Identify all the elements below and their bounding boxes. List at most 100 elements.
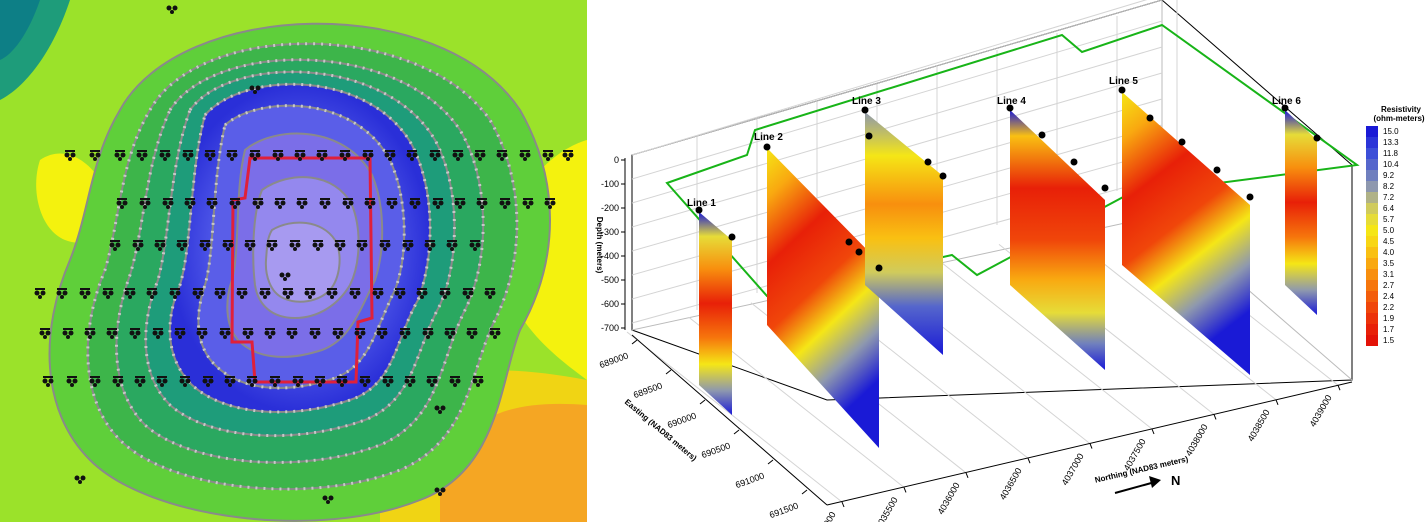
legend-value-label: 7.2 bbox=[1383, 193, 1395, 202]
legend-swatch bbox=[1366, 324, 1378, 335]
station-marker-icon bbox=[106, 328, 118, 339]
line-2-label: Line 2 bbox=[754, 132, 783, 143]
legend-title: Resistivity bbox=[1381, 105, 1422, 114]
station-marker-icon bbox=[522, 198, 534, 209]
station-marker-icon bbox=[204, 150, 216, 161]
station-marker-icon bbox=[474, 150, 486, 161]
station-marker-icon bbox=[162, 198, 174, 209]
station-marker-icon bbox=[229, 198, 241, 209]
section-line-4 bbox=[1010, 110, 1105, 370]
legend-value-label: 13.3 bbox=[1383, 138, 1399, 147]
legend-value-label: 1.5 bbox=[1383, 336, 1395, 345]
station-marker-icon bbox=[292, 376, 304, 387]
station-marker-icon bbox=[439, 288, 451, 299]
station-marker-icon bbox=[372, 288, 384, 299]
legend-swatch bbox=[1366, 225, 1378, 236]
contour-map-svg bbox=[0, 0, 587, 522]
easting-tick-label: 690000 bbox=[666, 410, 698, 430]
northing-tick-label: 4035000 bbox=[812, 510, 838, 522]
station-marker-icon bbox=[316, 150, 328, 161]
depth-tick-label: -400 bbox=[601, 251, 619, 261]
station-marker-icon bbox=[294, 150, 306, 161]
station-marker-icon bbox=[206, 198, 218, 209]
station-marker-icon bbox=[66, 376, 78, 387]
station-marker-icon bbox=[179, 376, 191, 387]
legend-swatch bbox=[1366, 192, 1378, 203]
section-line-6 bbox=[1285, 110, 1317, 315]
depth-tick-label: -100 bbox=[601, 179, 619, 189]
station-marker-icon bbox=[384, 150, 396, 161]
station-marker-icon bbox=[434, 405, 446, 414]
legend-swatch bbox=[1366, 214, 1378, 225]
easting-tick-label: 690500 bbox=[700, 440, 732, 460]
station-marker-icon bbox=[264, 328, 276, 339]
section-line-1 bbox=[699, 212, 732, 415]
station-marker-icon bbox=[449, 376, 461, 387]
station-marker-icon bbox=[362, 150, 374, 161]
depth-tick-label: -600 bbox=[601, 299, 619, 309]
resistivity-section-plot: Line 1 Line 2 Line 3 Line 4 Line 5 Line … bbox=[587, 0, 1428, 522]
legend-value-label: 4.5 bbox=[1383, 237, 1395, 246]
station-marker-icon bbox=[89, 150, 101, 161]
station-marker-icon bbox=[282, 288, 294, 299]
map-teal-corner-inner bbox=[0, 0, 40, 60]
section-panels bbox=[699, 92, 1317, 448]
section-line-5 bbox=[1122, 92, 1250, 375]
legend-swatch bbox=[1366, 159, 1378, 170]
station-marker-icon bbox=[146, 288, 158, 299]
station-marker-icon bbox=[202, 376, 214, 387]
station-marker-icon bbox=[279, 272, 291, 281]
station-marker-icon bbox=[342, 198, 354, 209]
station-marker-icon bbox=[309, 328, 321, 339]
station-marker-icon bbox=[424, 240, 436, 251]
station-marker-icon bbox=[219, 328, 231, 339]
legend-value-label: 15.0 bbox=[1383, 127, 1399, 136]
station-marker-icon bbox=[434, 487, 446, 496]
station-marker-icon bbox=[332, 328, 344, 339]
northing-tick-label: 4036500 bbox=[998, 466, 1024, 501]
station-marker-icon bbox=[74, 475, 86, 484]
station-marker-icon bbox=[484, 288, 496, 299]
line-5-label: Line 5 bbox=[1109, 76, 1138, 87]
legend-value-label: 3.1 bbox=[1383, 270, 1395, 279]
legend-swatch bbox=[1366, 291, 1378, 302]
station-marker-icon bbox=[102, 288, 114, 299]
station-marker-icon bbox=[182, 150, 194, 161]
station-marker-icon bbox=[134, 376, 146, 387]
legend-swatch bbox=[1366, 313, 1378, 324]
line-6-label: Line 6 bbox=[1272, 96, 1301, 107]
legend-swatch bbox=[1366, 181, 1378, 192]
station-marker-icon bbox=[544, 198, 556, 209]
station-marker-icon bbox=[354, 328, 366, 339]
legend-value-label: 4.0 bbox=[1383, 248, 1395, 257]
station-marker-icon bbox=[196, 328, 208, 339]
station-marker-icon bbox=[379, 240, 391, 251]
station-marker-icon bbox=[214, 288, 226, 299]
north-arrow-label: N bbox=[1171, 473, 1180, 488]
easting-tick-label: 689500 bbox=[632, 380, 664, 400]
station-marker-icon bbox=[376, 328, 388, 339]
legend-swatch bbox=[1366, 280, 1378, 291]
station-marker-icon bbox=[34, 288, 46, 299]
station-marker-icon bbox=[116, 198, 128, 209]
station-marker-icon bbox=[314, 376, 326, 387]
legend-swatch bbox=[1366, 148, 1378, 159]
station-marker-icon bbox=[159, 150, 171, 161]
station-marker-icon bbox=[222, 240, 234, 251]
depth-tick-label: -200 bbox=[601, 203, 619, 213]
station-marker-icon bbox=[542, 150, 554, 161]
station-marker-icon bbox=[336, 376, 348, 387]
northing-tick-label: 4038000 bbox=[1184, 422, 1210, 457]
line-labels: Line 1 Line 2 Line 3 Line 4 Line 5 Line … bbox=[687, 76, 1301, 209]
legend-swatch bbox=[1366, 335, 1378, 346]
depth-tick-label: -500 bbox=[601, 275, 619, 285]
legend-swatch bbox=[1366, 203, 1378, 214]
northing-tick-label: 4038500 bbox=[1246, 408, 1272, 443]
legend-value-label: 1.7 bbox=[1383, 325, 1395, 334]
station-marker-icon bbox=[244, 240, 256, 251]
station-marker-icon bbox=[312, 240, 324, 251]
northing-tick-label: 4039000 bbox=[1308, 393, 1334, 428]
station-marker-icon bbox=[382, 376, 394, 387]
station-marker-icon bbox=[249, 150, 261, 161]
depth-tick-label: 0 bbox=[614, 155, 619, 165]
